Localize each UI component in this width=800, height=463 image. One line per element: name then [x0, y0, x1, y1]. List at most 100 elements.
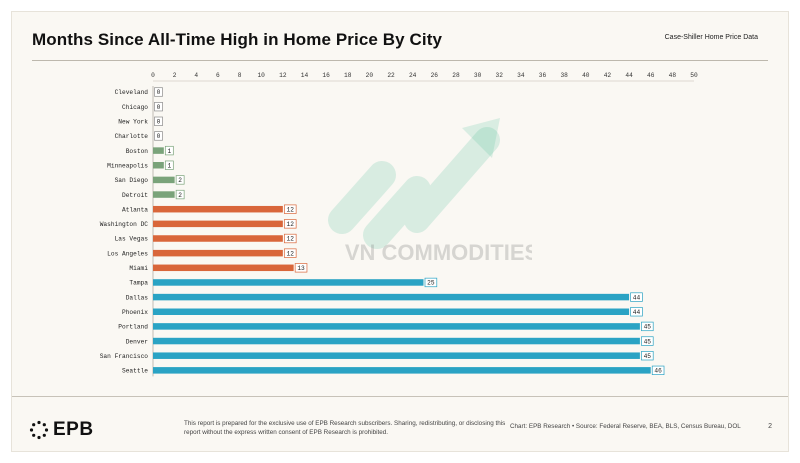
- x-tick-label: 2: [173, 72, 177, 79]
- disclaimer-text: This report is prepared for the exclusiv…: [184, 420, 506, 437]
- x-tick-label: 4: [194, 72, 198, 79]
- bar: [153, 147, 164, 154]
- x-tick-label: 38: [560, 72, 568, 79]
- data-label-box: [283, 233, 297, 244]
- chart-subtitle: Case-Shiller Home Price Data: [664, 34, 758, 41]
- x-tick-label: 14: [301, 72, 309, 79]
- bar-chart: 0 2 4 6 8 10 12 14 16 18 20 22 24 26 28 30 32 34 36 38 40 42 4…: [100, 72, 698, 377]
- x-tick-label: 32: [496, 72, 504, 79]
- x-tick-label: 42: [604, 72, 612, 79]
- data-label-box: [630, 292, 643, 302]
- x-tick-label: 24: [409, 72, 417, 79]
- data-label: 46: [654, 368, 662, 375]
- watermark-text: VN COMMODITIES: [345, 240, 532, 265]
- data-label-box: [630, 307, 643, 317]
- data-label: 2: [178, 177, 182, 184]
- data-label-box: [283, 248, 297, 258]
- x-tick-label: 12: [279, 72, 287, 79]
- category-label: New York: [118, 119, 148, 126]
- x-tick-label: 28: [452, 72, 460, 79]
- data-label: 44: [633, 309, 641, 316]
- x-tick-label: 46: [647, 72, 655, 79]
- data-label-box: [154, 131, 163, 141]
- x-tick-label: 8: [238, 72, 242, 79]
- x-tick-label: 34: [517, 72, 525, 79]
- x-tick-label: 16: [322, 72, 330, 79]
- data-label: 45: [644, 324, 652, 331]
- data-label: 45: [644, 353, 652, 360]
- category-label: Los Angeles: [107, 250, 148, 257]
- page-number: 2: [768, 423, 772, 430]
- data-label-box: [283, 219, 297, 229]
- data-label: 12: [287, 250, 295, 257]
- x-tick-label: 44: [625, 72, 633, 79]
- x-tick-label: 6: [216, 72, 220, 79]
- bar: [153, 235, 283, 242]
- data-label-box: [164, 160, 174, 170]
- x-tick-label: 26: [431, 72, 439, 79]
- data-label: 13: [297, 265, 305, 272]
- bar: [153, 220, 283, 228]
- bar: [153, 323, 640, 330]
- x-tick-label: 18: [344, 72, 352, 79]
- category-label: Cleveland: [115, 89, 149, 96]
- data-label: 12: [287, 206, 295, 213]
- watermark-arrow-icon: VN COMMODITIES: [328, 118, 532, 265]
- source-text: Chart: EPB Research • Source: Federal Re…: [510, 423, 741, 430]
- data-label: 12: [287, 221, 295, 228]
- category-label: Tampa: [129, 280, 148, 287]
- bar: [153, 162, 164, 169]
- bar: [153, 205, 283, 213]
- category-label: Detroit: [122, 192, 148, 199]
- data-label: 0: [157, 133, 161, 140]
- category-label: Washington DC: [100, 221, 149, 228]
- bar: [153, 279, 424, 286]
- data-label-box: [154, 116, 163, 126]
- x-tick-label: 50: [690, 72, 698, 79]
- data-label-box: [154, 87, 163, 97]
- bar: [153, 293, 630, 301]
- data-label: 0: [157, 89, 161, 96]
- x-tick-label: 48: [669, 72, 677, 79]
- data-label-box: [294, 263, 308, 273]
- category-label: Las Vegas: [115, 236, 149, 243]
- data-label-box: [651, 365, 665, 375]
- category-label: San Francisco: [100, 353, 149, 360]
- epb-logo-icon: [29, 420, 49, 440]
- category-label: San Diego: [115, 177, 149, 184]
- data-label-box: [641, 351, 654, 361]
- bar: [153, 264, 294, 272]
- category-label: Chicago: [122, 104, 148, 111]
- title-divider: [32, 60, 768, 61]
- x-tick-label: 30: [474, 72, 482, 79]
- bar: [153, 352, 640, 359]
- bar: [153, 308, 630, 315]
- x-tick-label: 40: [582, 72, 590, 79]
- category-label: Boston: [126, 148, 149, 155]
- bar: [153, 367, 651, 374]
- category-label: Minneapolis: [107, 162, 148, 169]
- chart-title: Months Since All-Time High in Home Price…: [32, 30, 443, 49]
- epb-logo: EPB: [29, 419, 94, 441]
- category-label: Miami: [129, 265, 148, 272]
- category-label: Dallas: [126, 294, 149, 301]
- data-label: 1: [167, 148, 171, 155]
- data-label: 2: [178, 192, 182, 199]
- data-label-box: [424, 277, 438, 288]
- data-label: 12: [287, 236, 295, 243]
- footer-divider: [12, 396, 788, 397]
- data-label-box: [175, 189, 185, 200]
- bar: [153, 176, 175, 184]
- category-label: Phoenix: [122, 309, 148, 316]
- slide: Months Since All-Time High in Home Price…: [11, 11, 789, 452]
- x-tick-label: 10: [257, 72, 265, 79]
- data-label-box: [175, 175, 185, 185]
- data-label-box: [154, 101, 163, 112]
- data-label: 25: [427, 280, 435, 287]
- x-tick-label: 22: [387, 72, 395, 79]
- bar: [153, 249, 283, 257]
- data-label: 0: [157, 119, 161, 126]
- bar: [153, 337, 640, 345]
- data-label: 0: [157, 104, 161, 111]
- bar: [153, 191, 175, 198]
